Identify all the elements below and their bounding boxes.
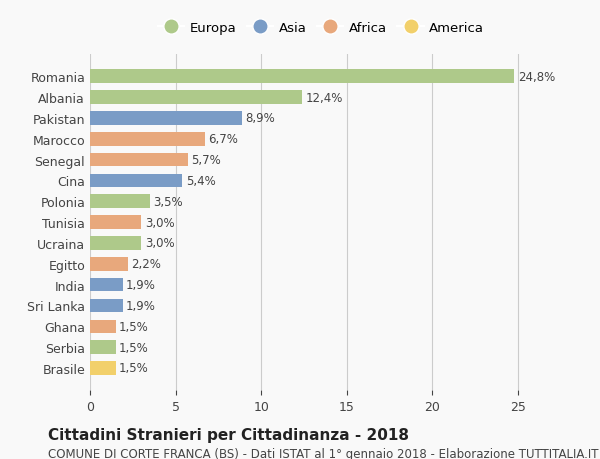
Bar (90, 112, 242, 125)
Text: 5,4%: 5,4% (186, 174, 215, 188)
Bar (90, 195, 150, 208)
Bar (90, 361, 116, 375)
Bar (90, 320, 116, 333)
Text: Cittadini Stranieri per Cittadinanza - 2018: Cittadini Stranieri per Cittadinanza - 2… (48, 427, 409, 442)
Text: 3,0%: 3,0% (145, 237, 175, 250)
Bar (90, 278, 122, 292)
Bar (90, 216, 142, 230)
Text: 1,5%: 1,5% (119, 341, 149, 354)
Text: 12,4%: 12,4% (305, 91, 343, 104)
Bar (90, 237, 142, 250)
Text: 3,0%: 3,0% (145, 216, 175, 229)
Bar (90, 174, 182, 188)
Bar (90, 91, 302, 105)
Text: 2,2%: 2,2% (131, 257, 161, 271)
Bar (90, 153, 188, 167)
Text: 1,9%: 1,9% (126, 279, 156, 291)
Text: 6,7%: 6,7% (208, 133, 238, 146)
Text: 8,9%: 8,9% (246, 112, 275, 125)
Text: COMUNE DI CORTE FRANCA (BS) - Dati ISTAT al 1° gennaio 2018 - Elaborazione TUTTI: COMUNE DI CORTE FRANCA (BS) - Dati ISTAT… (48, 448, 599, 459)
Bar (90, 70, 514, 84)
Text: 3,5%: 3,5% (154, 196, 183, 208)
Text: 5,7%: 5,7% (191, 154, 221, 167)
Legend: Europa, Asia, Africa, America: Europa, Asia, Africa, America (154, 18, 488, 39)
Bar (90, 133, 205, 146)
Text: 1,5%: 1,5% (119, 320, 149, 333)
Text: 1,5%: 1,5% (119, 362, 149, 375)
Text: 24,8%: 24,8% (518, 71, 555, 84)
Bar (90, 341, 116, 354)
Text: 1,9%: 1,9% (126, 299, 156, 312)
Bar (90, 257, 128, 271)
Bar (90, 299, 122, 313)
